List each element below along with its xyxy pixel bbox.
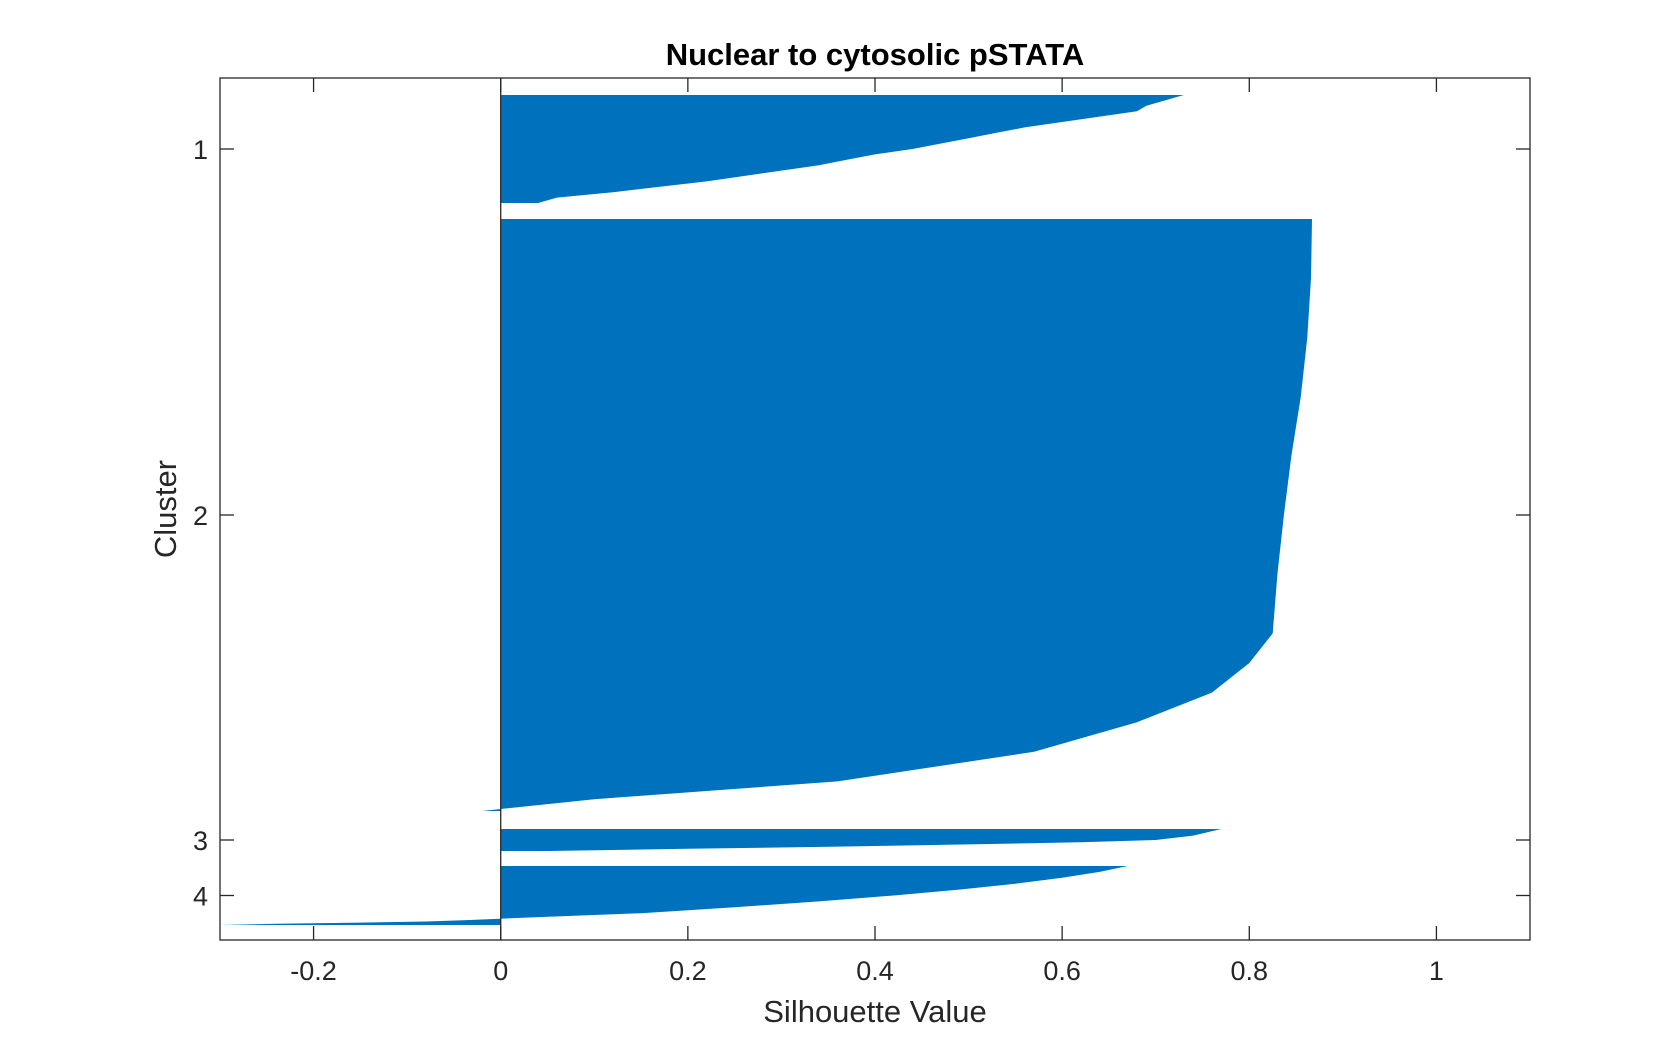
axis-ticks [220,78,1530,940]
x-tick-label-3: 0.4 [856,956,894,986]
x-tick-label-6: 1 [1429,956,1444,986]
cluster-1-bars [500,95,1184,203]
x-tick-label-1: 0 [493,956,508,986]
x-tick-label-2: 0.2 [669,956,707,986]
y-tick-label-2: 2 [193,501,208,531]
cluster-bars [220,95,1312,925]
y-tick-labels: 1 2 3 4 [193,135,208,912]
y-tick-label-4: 4 [193,882,208,912]
x-tick-label-0: -0.2 [290,956,337,986]
x-tick-label-5: 0.8 [1231,956,1269,986]
chart-title: Nuclear to cytosolic pSTATA [666,37,1085,72]
y-tick-label-3: 3 [193,826,208,856]
y-tick-label-1: 1 [193,135,208,165]
cluster-3-bars [500,829,1222,851]
y-axis-label: Cluster [148,460,183,558]
cluster-4-bars [220,866,1128,925]
cluster-2-bars [482,219,1312,811]
x-tick-label-4: 0.6 [1043,956,1081,986]
x-axis-label: Silhouette Value [763,994,986,1029]
x-tick-labels: -0.2 0 0.2 0.4 0.6 0.8 1 [290,956,1444,986]
